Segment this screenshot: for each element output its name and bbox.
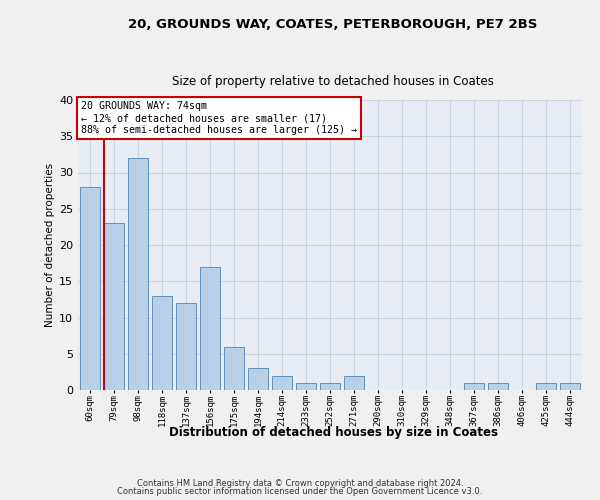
Bar xyxy=(80,187,100,390)
Bar xyxy=(272,376,292,390)
Bar xyxy=(200,267,220,390)
Bar xyxy=(536,383,556,390)
Bar xyxy=(176,303,196,390)
Text: Distribution of detached houses by size in Coates: Distribution of detached houses by size … xyxy=(169,426,497,439)
Y-axis label: Number of detached properties: Number of detached properties xyxy=(45,163,55,327)
Text: 20, GROUNDS WAY, COATES, PETERBOROUGH, PE7 2BS: 20, GROUNDS WAY, COATES, PETERBOROUGH, P… xyxy=(128,18,538,30)
Bar xyxy=(104,223,124,390)
Bar xyxy=(152,296,172,390)
Bar xyxy=(224,346,244,390)
Bar xyxy=(464,383,484,390)
Text: 20 GROUNDS WAY: 74sqm
← 12% of detached houses are smaller (17)
88% of semi-deta: 20 GROUNDS WAY: 74sqm ← 12% of detached … xyxy=(80,102,356,134)
Bar xyxy=(488,383,508,390)
Bar xyxy=(344,376,364,390)
Bar xyxy=(248,368,268,390)
Text: Contains HM Land Registry data © Crown copyright and database right 2024.: Contains HM Land Registry data © Crown c… xyxy=(137,478,463,488)
Bar xyxy=(320,383,340,390)
Bar xyxy=(560,383,580,390)
Text: Size of property relative to detached houses in Coates: Size of property relative to detached ho… xyxy=(172,74,494,88)
Bar xyxy=(128,158,148,390)
Bar xyxy=(296,383,316,390)
Text: Contains public sector information licensed under the Open Government Licence v3: Contains public sector information licen… xyxy=(118,487,482,496)
